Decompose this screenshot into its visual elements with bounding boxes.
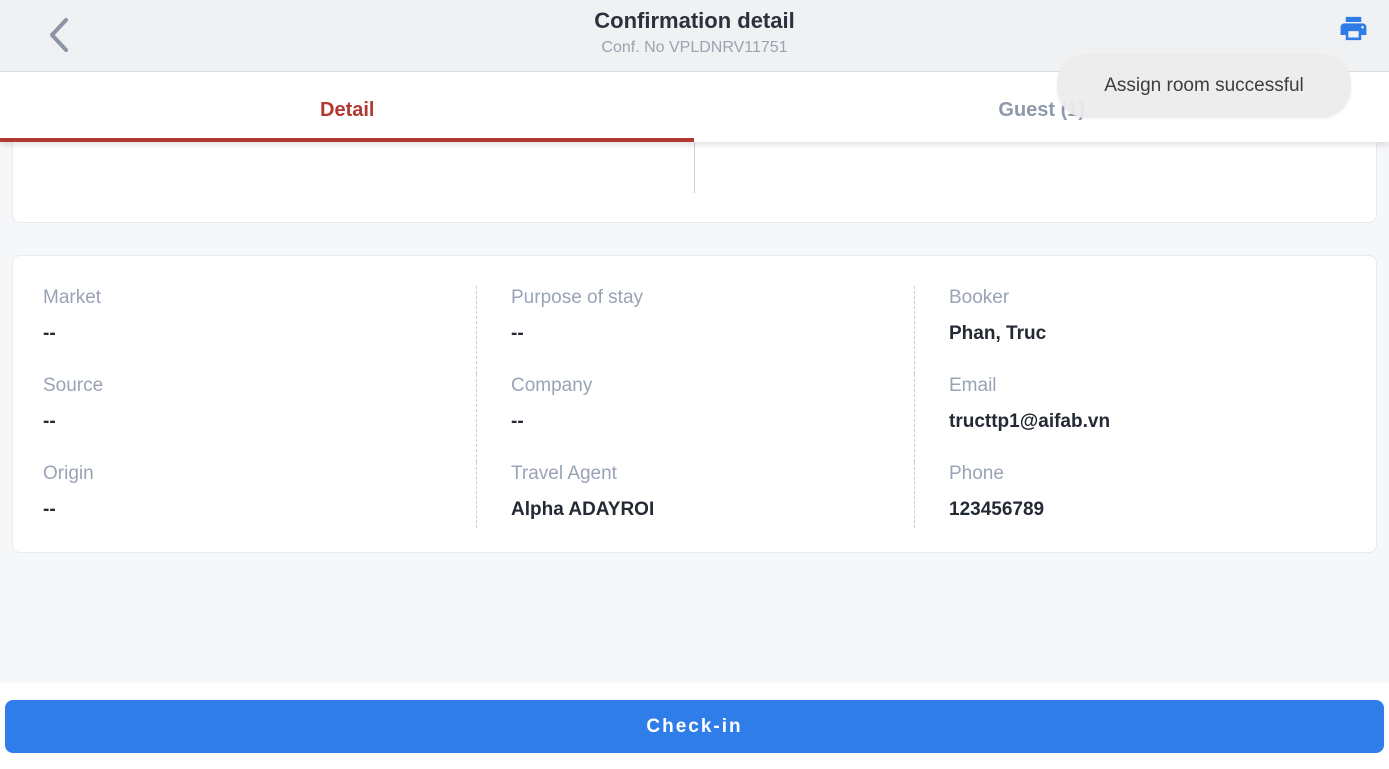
back-button[interactable] (34, 10, 84, 62)
field-origin: Origin -- (13, 462, 476, 528)
column-divider (694, 142, 695, 193)
fields-grid: Market -- Purpose of stay -- Booker Phan… (13, 286, 1376, 528)
field-label: Purpose of stay (511, 287, 644, 308)
field-value: 123456789 (949, 499, 1045, 520)
field-value: Alpha ADAYROI (511, 499, 655, 520)
header-titles: Confirmation detail Conf. No VPLDNRV1175… (120, 7, 1269, 59)
field-market: Market -- (13, 286, 476, 374)
field-email: Email tructtp1@aifab.vn (914, 374, 1376, 462)
header: Confirmation detail Conf. No VPLDNRV1175… (0, 0, 1389, 72)
tab-detail-label: Detail (320, 99, 375, 121)
partial-card (12, 142, 1377, 223)
field-company: Company -- (476, 374, 914, 462)
confirmation-number: Conf. No VPLDNRV11751 (601, 39, 788, 56)
active-tab-underline (0, 138, 694, 142)
field-label: Origin (43, 463, 94, 484)
field-label: Market (43, 287, 102, 308)
field-phone: Phone 123456789 (914, 462, 1376, 528)
toast-notification: Assign room successful (1057, 54, 1351, 118)
field-booker: Booker Phan, Truc (914, 286, 1376, 374)
field-value: -- (43, 499, 56, 520)
content-area[interactable]: Market -- Purpose of stay -- Booker Phan… (0, 142, 1389, 683)
field-value: Phan, Truc (949, 323, 1047, 344)
field-purpose-of-stay: Purpose of stay -- (476, 286, 914, 374)
print-button[interactable] (1331, 8, 1375, 52)
field-label: Phone (949, 463, 1004, 484)
field-value: tructtp1@aifab.vn (949, 411, 1111, 432)
check-in-button[interactable]: Check-in (5, 700, 1384, 753)
tab-detail[interactable]: Detail (0, 99, 695, 142)
field-value: -- (43, 411, 56, 432)
field-value: -- (511, 411, 524, 432)
field-label: Travel Agent (511, 463, 617, 484)
field-value: -- (511, 323, 524, 344)
field-travel-agent: Travel Agent Alpha ADAYROI (476, 462, 914, 528)
field-label: Email (949, 375, 997, 396)
booking-info-card: Market -- Purpose of stay -- Booker Phan… (12, 255, 1377, 553)
chevron-left-icon (46, 16, 72, 57)
field-value: -- (43, 323, 56, 344)
field-source: Source -- (13, 374, 476, 462)
field-label: Company (511, 375, 593, 396)
field-label: Source (43, 375, 104, 396)
printer-icon (1338, 13, 1369, 47)
page-title: Confirmation detail (594, 8, 795, 33)
field-label: Booker (949, 287, 1010, 308)
footer: Check-in (0, 683, 1389, 769)
